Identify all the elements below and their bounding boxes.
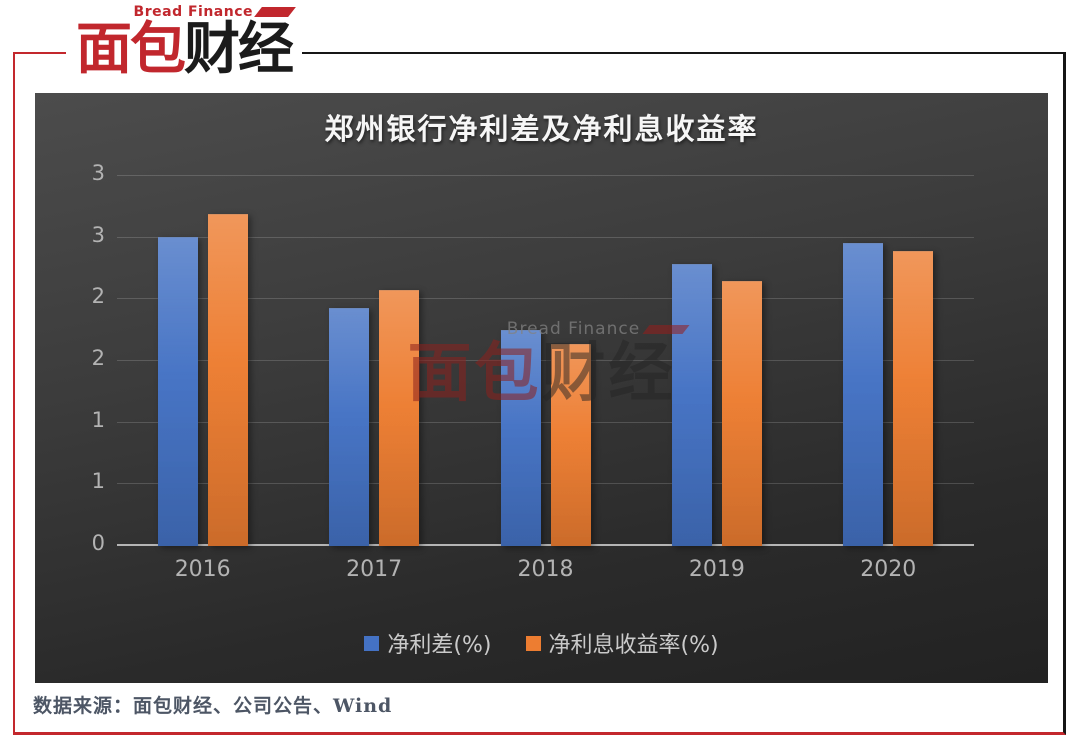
legend-label: 净利息收益率(%) <box>548 633 719 658</box>
gridline <box>117 421 974 423</box>
x-tick-label: 2018 <box>517 557 574 582</box>
legend-swatch-icon <box>364 635 380 651</box>
x-tick-label: 2019 <box>688 557 745 582</box>
frame-red-segment <box>13 52 75 54</box>
logo-char: 面 <box>76 17 132 82</box>
y-tick-label: 2 <box>91 346 105 370</box>
logo-brand-en: Bread Finance <box>133 4 253 20</box>
y-tick-label: 0 <box>91 531 105 555</box>
x-tick-label: 2017 <box>346 557 403 582</box>
gridline <box>117 483 974 485</box>
x-axis-line <box>117 544 974 546</box>
bar-nim <box>893 251 933 546</box>
x-tick-label: 2020 <box>860 557 917 582</box>
gridline <box>117 175 974 176</box>
y-tick-label: 1 <box>91 407 105 432</box>
bar-nim <box>722 281 762 546</box>
y-tick-label: 2 <box>91 284 105 309</box>
legend-label: 净利差(%) <box>387 633 492 658</box>
legend-item: 净利差(%) <box>364 627 492 659</box>
gridline <box>117 236 974 238</box>
legend-item: 净利息收益率(%) <box>525 627 719 659</box>
x-tick-label: 2016 <box>174 557 231 582</box>
data-source-note: 数据来源：面包财经、公司公告、Wind <box>33 695 393 717</box>
logo-char: 财 <box>184 17 240 82</box>
chart-panel: 郑州银行净利差及净利息收益率 0 1 1 2 2 3 3 2016 2017 2018 2019 20… <box>35 93 1048 683</box>
bar-spread <box>672 264 712 546</box>
logo-char: 经 <box>238 17 294 82</box>
y-tick-label: 3 <box>91 222 105 247</box>
bar-spread <box>329 308 369 546</box>
decorative-frame <box>13 52 1066 735</box>
bar-spread <box>501 330 541 546</box>
chart-title: 郑州银行净利差及净利息收益率 <box>324 112 759 146</box>
y-tick-label: 3 <box>91 161 105 185</box>
gridline <box>117 360 974 361</box>
legend-swatch-icon <box>525 635 541 651</box>
logo-char: 包 <box>130 17 186 82</box>
y-tick-label: 1 <box>91 469 105 494</box>
bar-nim <box>379 290 419 546</box>
gridline <box>117 298 974 300</box>
chart-legend: 净利差(%) 净利息收益率(%) <box>35 627 1048 659</box>
logo-brand-cn: 面包财经 <box>76 20 294 80</box>
bread-finance-logo: Bread Finance 面包财经 <box>66 2 302 84</box>
logo-top-row: Bread Finance <box>76 4 296 20</box>
bar-nim <box>208 214 248 546</box>
bar-nim <box>551 344 591 546</box>
logo-wedge-icon <box>254 7 296 17</box>
bar-spread <box>158 237 198 546</box>
bar-spread <box>843 243 883 546</box>
